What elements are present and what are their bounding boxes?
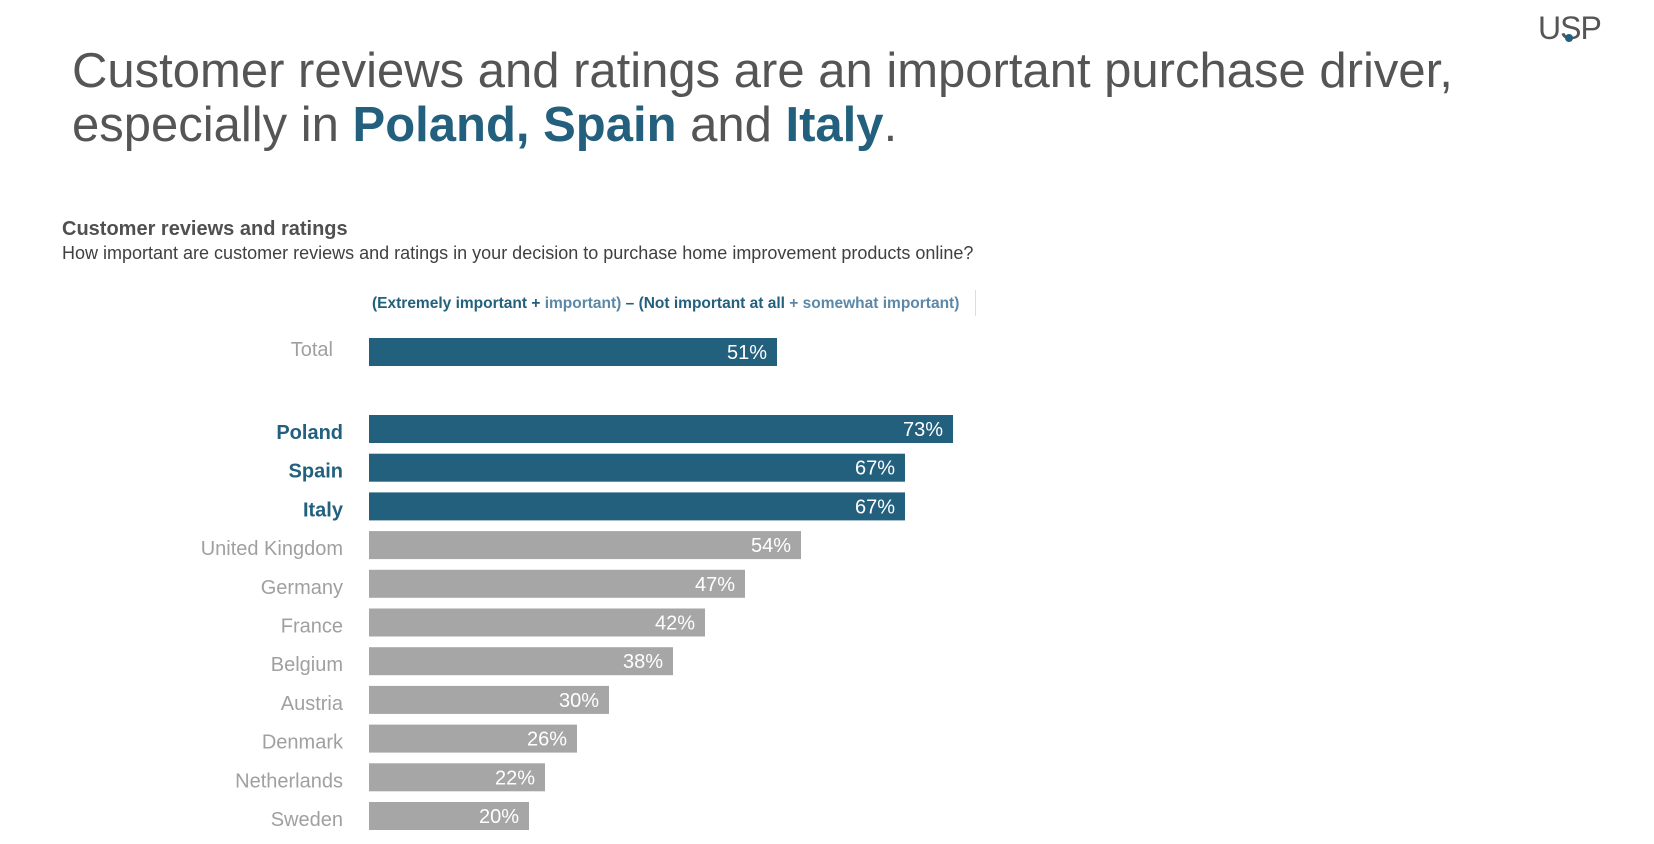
value-label-denmark: 26%: [527, 729, 567, 751]
legend-part-important: important): [544, 295, 622, 312]
bar-poland: [369, 415, 953, 443]
category-label-poland: Poland: [276, 422, 343, 444]
value-label-spain: 67%: [855, 458, 895, 480]
headline-connector: and: [676, 98, 786, 152]
chart-title: Customer reviews and ratings: [62, 218, 348, 240]
value-label-france: 42%: [655, 613, 695, 635]
category-label-united-kingdom: United Kingdom: [201, 538, 343, 560]
category-label-netherlands: Netherlands: [235, 770, 343, 792]
category-label-sweden: Sweden: [271, 809, 343, 831]
bar-sweden: [369, 802, 529, 830]
legend-part-somewhat-important: + somewhat important): [789, 295, 960, 312]
bar-austria: [369, 685, 609, 714]
headline-prefix: especially in: [72, 98, 353, 152]
category-label-belgium: Belgium: [271, 654, 343, 676]
value-label-sweden: 20%: [479, 806, 519, 828]
bar-spain: [369, 453, 905, 482]
logo-dot-icon: [1565, 34, 1573, 42]
bar-belgium: [369, 647, 673, 676]
value-label-austria: 30%: [559, 690, 599, 712]
category-label-austria: Austria: [281, 693, 344, 715]
bar-denmark: [369, 724, 577, 753]
value-label-belgium: 38%: [623, 651, 663, 673]
value-label-germany: 47%: [695, 574, 735, 596]
headline-highlight-italy: Italy: [785, 98, 884, 152]
category-label-france: France: [281, 616, 343, 638]
bar-total: [369, 338, 777, 366]
legend-part-extremely-important: (Extremely important +: [372, 295, 545, 312]
category-label-spain: Spain: [289, 461, 343, 483]
bar-france: [369, 608, 705, 637]
bar-united-kingdom: [369, 531, 801, 560]
value-label-united-kingdom: 54%: [751, 535, 791, 557]
page-headline: Customer reviews and ratings are an impo…: [72, 44, 1453, 152]
headline-suffix: .: [883, 98, 898, 152]
value-label-italy: 67%: [855, 496, 895, 518]
category-label-total: Total: [291, 339, 333, 361]
legend-part-not-important: – (Not important at all: [621, 295, 790, 312]
usp-logo: USP: [1538, 10, 1602, 47]
bar-germany: [369, 569, 745, 598]
chart-legend: (Extremely important + important) – (Not…: [372, 295, 959, 313]
value-label-netherlands: 22%: [495, 767, 535, 789]
value-label-total: 51%: [727, 342, 767, 364]
headline-highlight-poland-spain: Poland, Spain: [352, 98, 677, 152]
value-label-poland: 73%: [903, 419, 943, 441]
category-label-germany: Germany: [261, 577, 343, 599]
category-label-italy: Italy: [303, 499, 344, 521]
legend-divider: [975, 290, 976, 316]
headline-line1: Customer reviews and ratings are an impo…: [72, 44, 1453, 98]
bar-italy: [369, 492, 905, 521]
category-label-denmark: Denmark: [262, 732, 344, 754]
chart-subtitle: How important are customer reviews and r…: [62, 243, 974, 263]
bar-netherlands: [369, 763, 545, 792]
